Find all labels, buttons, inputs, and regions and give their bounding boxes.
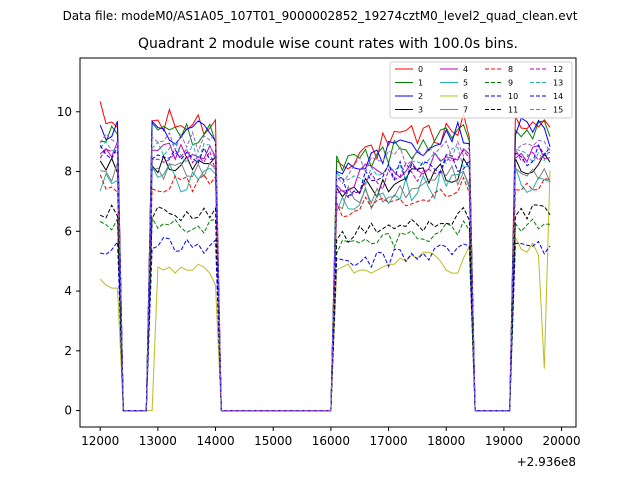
legend-label-0: 0 [418,65,423,74]
legend-label-9: 9 [508,79,513,88]
x-tick-label: 12000 [81,434,119,448]
plot-area [80,58,576,427]
series-line-15 [99,130,551,412]
chart-title: Quadrant 2 module wise count rates with … [138,36,518,52]
legend-label-5: 5 [463,79,468,88]
legend-label-15: 15 [553,106,563,115]
legend-label-3: 3 [418,106,423,115]
x-offset-label: +2.936e8 [517,455,576,469]
legend-label-1: 1 [418,79,423,88]
x-tick-label: 14000 [196,434,234,448]
plot-frame [79,57,577,428]
legend-label-2: 2 [418,92,423,101]
x-tick-label: 17000 [369,434,407,448]
legend-label-14: 14 [553,92,563,101]
y-tick-label: 6 [64,224,72,238]
legend-box [389,61,573,119]
x-axis: 12000 13000 14000 15000 16000 17000 18000 19000… [81,427,581,448]
x-tick-label: 13000 [139,434,177,448]
legend-label-10: 10 [508,92,518,101]
legend-label-8: 8 [508,65,513,74]
y-tick-label: 10 [57,105,72,119]
legend-label-6: 6 [463,92,468,101]
y-axis: 0 2 4 6 8 10 [57,105,80,418]
legend-label-11: 11 [508,106,518,115]
x-tick-label: 16000 [312,434,350,448]
legend-label-13: 13 [553,79,563,88]
x-tick-label: 18000 [427,434,465,448]
suptitle: Data file: modeM0/AS1A05_107T01_90000028… [63,9,578,23]
x-tick-label: 19000 [485,434,523,448]
legend-label-4: 4 [463,65,468,74]
x-tick-label: 20000 [542,434,580,448]
y-tick-label: 2 [64,344,72,358]
series-layer [99,101,551,412]
x-tick-label: 15000 [254,434,292,448]
y-tick-label: 0 [64,404,72,418]
y-tick-label: 8 [64,165,72,179]
y-tick-label: 4 [64,284,72,298]
legend-label-7: 7 [463,106,468,115]
legend-label-12: 12 [553,65,563,74]
